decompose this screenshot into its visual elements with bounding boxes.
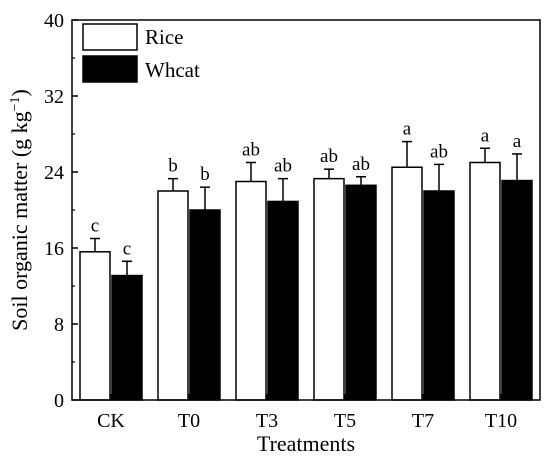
significance-label-rice-ck: c — [91, 216, 99, 237]
x-tick-label-ck: CK — [97, 410, 125, 432]
x-axis-ticks: CK T0 T3 T5 T7 T10 — [97, 394, 517, 432]
y-tick-label-32: 32 — [44, 86, 64, 108]
legend-label-rice: Rice — [145, 25, 183, 49]
error-bar-layer — [90, 140, 522, 276]
bar-rice-t5 — [313, 177, 345, 401]
bar-wheat-t7 — [423, 190, 455, 401]
y-tick-label-16: 16 — [44, 238, 64, 260]
bar-layer — [79, 161, 533, 401]
legend: Rice Whcat — [82, 23, 200, 83]
bar-rice-t10 — [469, 161, 501, 401]
significance-label-wheat-t3: ab — [274, 156, 292, 177]
significance-label-wheat-ck: c — [123, 238, 131, 259]
significance-label-rice-t3: ab — [242, 140, 260, 161]
y-tick-label-0: 0 — [54, 390, 64, 412]
significance-label-wheat-t7: ab — [430, 141, 448, 162]
bar-rice-ck — [79, 251, 111, 401]
bar-rice-t3 — [235, 180, 267, 401]
significance-label-wheat-t0: b — [200, 164, 210, 185]
y-axis-title-superscript: −1 — [8, 96, 23, 111]
legend-swatch-rice — [82, 23, 138, 51]
bar-wheat-ck — [111, 274, 143, 401]
y-tick-label-40: 40 — [44, 10, 64, 32]
x-tick-label-t5: T5 — [334, 410, 356, 432]
significance-label-rice-t5: ab — [320, 146, 338, 167]
significance-label-rice-t7: a — [403, 119, 412, 140]
x-axis-title: Treatments — [257, 431, 355, 456]
x-tick-label-t7: T7 — [412, 410, 434, 432]
y-tick-label-24: 24 — [44, 162, 64, 184]
y-tick-label-8: 8 — [54, 314, 64, 336]
bar-rice-t0 — [157, 190, 189, 401]
bar-wheat-t0 — [189, 209, 221, 401]
x-tick-label-t10: T10 — [485, 410, 517, 432]
bar-wheat-t3 — [267, 200, 299, 401]
legend-label-wheat: Whcat — [145, 58, 200, 82]
bar-rice-t7 — [391, 166, 423, 401]
y-axis-ticks: 0 8 16 24 32 40 — [44, 10, 78, 412]
x-tick-label-t0: T0 — [178, 410, 200, 432]
y-axis-title: Soil organic matter (g kg−1) — [7, 89, 32, 331]
significance-label-wheat-t5: ab — [352, 154, 370, 175]
bar-wheat-t10 — [501, 179, 533, 401]
significance-label-wheat-t10: a — [513, 131, 522, 152]
x-tick-label-t3: T3 — [256, 410, 278, 432]
legend-swatch-wheat — [82, 55, 138, 83]
bar-wheat-t5 — [345, 184, 377, 401]
significance-label-rice-t0: b — [168, 156, 178, 177]
significance-label-rice-t10: a — [481, 125, 490, 146]
